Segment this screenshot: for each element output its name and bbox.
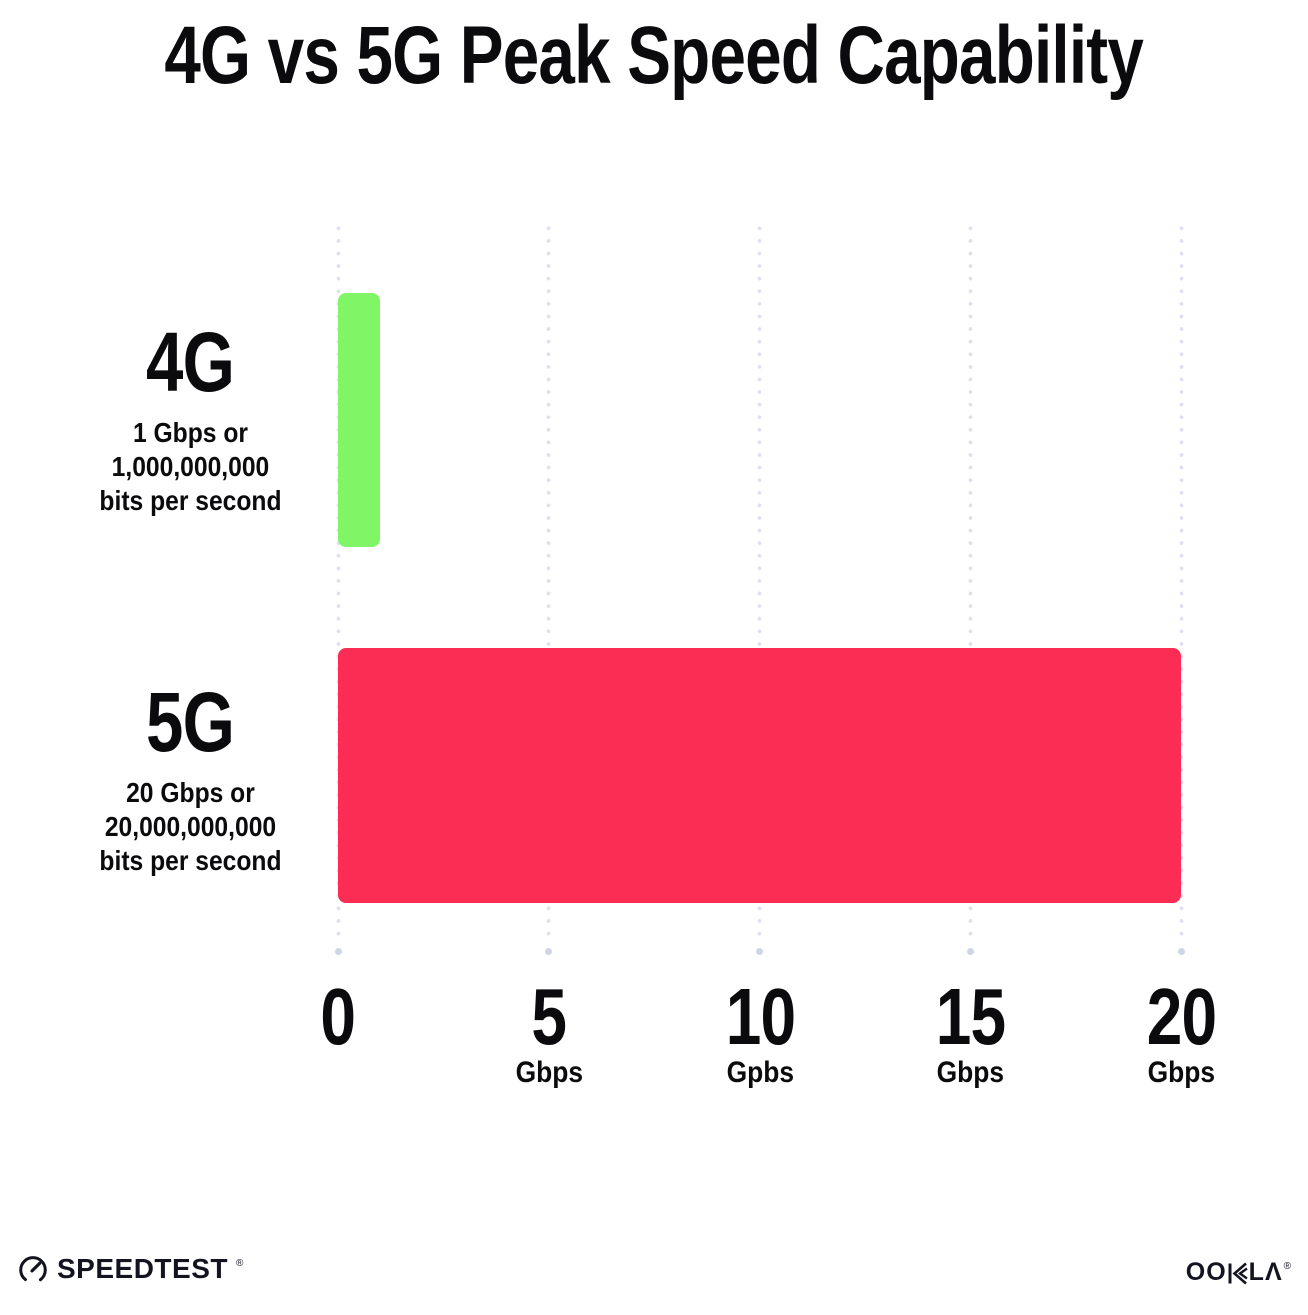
category-sublabel-4g: 1 Gbps or 1,000,000,000 bits per second (40, 416, 340, 518)
sublabel-line: 20 Gbps or (125, 777, 255, 808)
gridline-0 (334, 222, 342, 955)
x-tick-20: 20 Gbps (1071, 976, 1291, 1090)
speedtest-wordmark: SPEEDTEST (57, 1253, 228, 1284)
x-tick-5-unit: Gbps (515, 1056, 583, 1089)
sublabel-line: 1,000,000,000 (111, 451, 269, 482)
x-tick-15-value: 15 (935, 972, 1005, 1061)
sublabel-line: 20,000,000,000 (104, 811, 276, 842)
speedtest-gauge-icon (16, 1252, 50, 1286)
x-tick-15: 15 Gbps (860, 976, 1080, 1090)
category-label-5g: 5G 20 Gbps or 20,000,000,000 bits per se… (40, 680, 340, 878)
ookla-wordmark-prefix: OO (1185, 1258, 1227, 1286)
ookla-k-icon (1228, 1262, 1248, 1285)
x-tick-5: 5 Gbps (439, 976, 659, 1090)
chart-title-text: 4G vs 5G Peak Speed Capability (164, 10, 1144, 101)
gridline-15 (966, 222, 974, 955)
category-name-5g: 5G (145, 675, 235, 769)
plot-area (334, 222, 1185, 955)
gridline-10 (756, 222, 763, 955)
category-sublabel-5g: 20 Gbps or 20,000,000,000 bits per secon… (40, 776, 340, 878)
x-tick-10-unit: Gpbs (726, 1056, 794, 1089)
x-tick-20-value: 20 (1146, 972, 1216, 1061)
x-tick-0-value: 0 (320, 972, 357, 1061)
x-tick-5-value: 5 (531, 972, 568, 1061)
ookla-logo: OO LΛ ® (1185, 1258, 1291, 1287)
sublabel-line: bits per second (98, 485, 282, 516)
category-name-4g: 4G (145, 315, 235, 409)
speedtest-logo: SPEEDTEST ® (16, 1252, 244, 1286)
ookla-wordmark-suffix: LΛ (1248, 1258, 1283, 1286)
bar-4g (338, 293, 381, 547)
x-tick-0: 0 (228, 976, 448, 1090)
x-tick-20-unit: Gbps (1147, 1056, 1215, 1089)
speedtest-registered-mark: ® (235, 1257, 244, 1269)
x-tick-10: 10 Gpbs (650, 976, 870, 1090)
gridline-20 (1177, 222, 1185, 955)
ookla-registered-mark: ® (1283, 1261, 1291, 1272)
sublabel-line: 1 Gbps or (132, 417, 248, 448)
sublabel-line: bits per second (98, 845, 282, 876)
chart-title: 4G vs 5G Peak Speed Capability (0, 15, 1308, 97)
x-tick-10-value: 10 (725, 972, 795, 1061)
gridline-5 (545, 222, 553, 955)
bar-5g (338, 648, 1181, 903)
category-label-4g: 4G 1 Gbps or 1,000,000,000 bits per seco… (40, 320, 340, 518)
x-tick-15-unit: Gbps (936, 1056, 1004, 1089)
